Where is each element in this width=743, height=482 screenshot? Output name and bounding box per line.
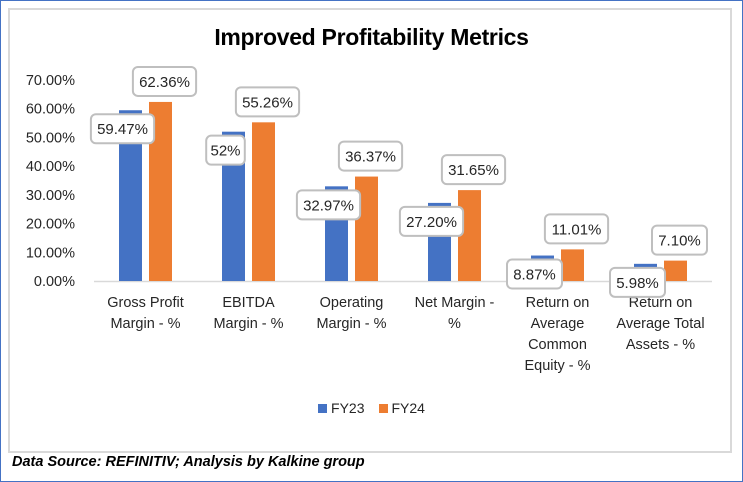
data-label-fy24: 11.01% (552, 221, 602, 238)
x-category-label: Net Margin -% (415, 295, 495, 332)
bar-fy24 (252, 122, 275, 281)
data-source-note: Data Source: REFINITIV; Analysis by Kalk… (12, 454, 365, 470)
y-tick-label: 30.00% (26, 188, 75, 204)
legend-swatch-fy24 (378, 403, 388, 413)
data-label-box-fy24 (543, 213, 610, 245)
x-category-label: Operating Margin - % (316, 295, 386, 332)
bar-fy23 (119, 110, 142, 281)
data-label-box-fy23 (89, 113, 156, 145)
legend-swatch-fy23 (318, 403, 328, 413)
data-label-fy23: 59.47% (97, 121, 148, 138)
legend: FY23 FY24 (0, 400, 743, 416)
data-label-fy24: 62.36% (139, 74, 190, 91)
y-tick-label: 40.00% (26, 159, 75, 175)
data-label-fy23: 52% (210, 143, 240, 160)
x-category-label: Return on Average Common Equity - % (524, 295, 590, 374)
data-label-box-fy24 (337, 140, 404, 172)
data-label-box-fy23 (609, 266, 666, 298)
data-label-box-fy24 (651, 224, 708, 256)
bar-fy24 (664, 260, 687, 281)
x-category-label: EBITDA Margin - % (213, 295, 283, 332)
y-tick-label: 10.00% (26, 245, 75, 261)
chart-title: Improved Profitability Metrics (214, 24, 529, 50)
legend-item-fy24: FY24 (378, 400, 425, 416)
data-label-fy23: 27.20% (406, 214, 457, 231)
legend-label-fy23: FY23 (331, 400, 365, 416)
bar-fy24 (149, 101, 172, 281)
data-label-box-fy24 (234, 86, 301, 118)
bar-fy24 (561, 249, 584, 281)
y-tick-label: 70.00% (26, 73, 75, 89)
data-label-box-fy24 (131, 65, 198, 97)
y-tick-label: 0.00% (34, 274, 75, 290)
legend-label-fy24: FY24 (391, 400, 425, 416)
data-label-fy24: 55.26% (242, 94, 293, 111)
data-label-fy23: 8.87% (513, 267, 556, 284)
data-label-box-fy23 (398, 205, 465, 237)
y-tick-label: 50.00% (26, 130, 75, 146)
data-label-box-fy23 (205, 134, 246, 166)
x-category-label: Gross Profit Margin - % (107, 295, 184, 332)
data-label-fy23: 32.97% (303, 197, 354, 214)
data-label-box-fy24 (440, 154, 507, 186)
y-tick-label: 20.00% (26, 217, 75, 233)
y-tick-label: 60.00% (26, 102, 75, 118)
data-label-box-fy23 (506, 258, 563, 290)
data-label-fy24: 31.65% (448, 162, 499, 179)
bar-fy23 (222, 131, 245, 281)
data-label-fy24: 7.10% (658, 233, 701, 250)
data-label-fy24: 36.37% (345, 149, 396, 166)
x-category-label: Return on Average Total Assets - % (616, 295, 704, 353)
data-label-fy23: 5.98% (616, 275, 659, 292)
data-label-box-fy23 (295, 189, 362, 221)
legend-item-fy23: FY23 (318, 400, 365, 416)
